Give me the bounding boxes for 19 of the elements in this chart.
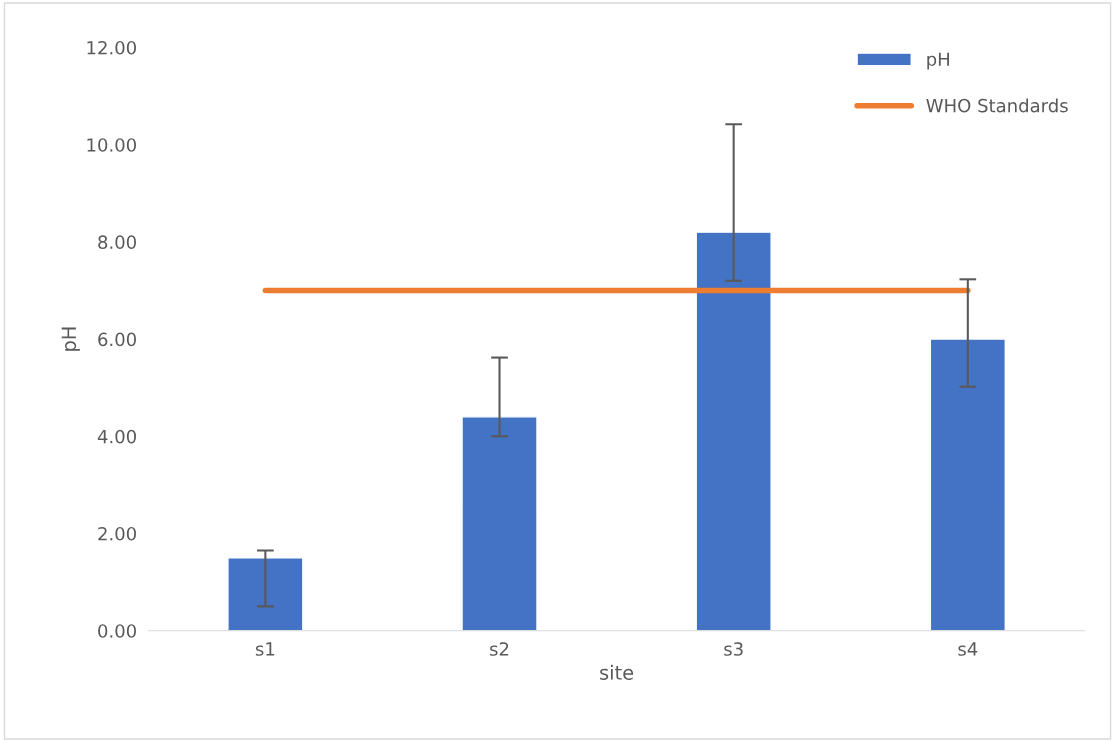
bar	[461, 416, 538, 631]
bar	[695, 231, 772, 631]
x-tick-label: s4	[958, 642, 978, 656]
y-tick-label: 6.00	[98, 332, 136, 347]
x-tick-label: s1	[255, 642, 275, 656]
y-tick-label: 8.00	[98, 235, 136, 250]
x-axis-title: site	[600, 664, 634, 680]
y-tick-label: 12.00	[87, 40, 136, 55]
bar	[929, 338, 1006, 631]
y-tick-label: 10.00	[87, 138, 136, 152]
x-tick-label: s2	[490, 642, 509, 656]
x-tick-label: s3	[724, 642, 743, 656]
y-tick-label: 4.00	[97, 429, 136, 444]
legend-label: pH	[927, 52, 949, 70]
y-tick-label: 2.00	[98, 526, 136, 541]
y-axis-title: pH	[61, 327, 80, 351]
legend-label: WHO Standards	[926, 98, 1068, 113]
y-tick-label: 0.00	[98, 624, 136, 638]
bar	[227, 557, 304, 631]
